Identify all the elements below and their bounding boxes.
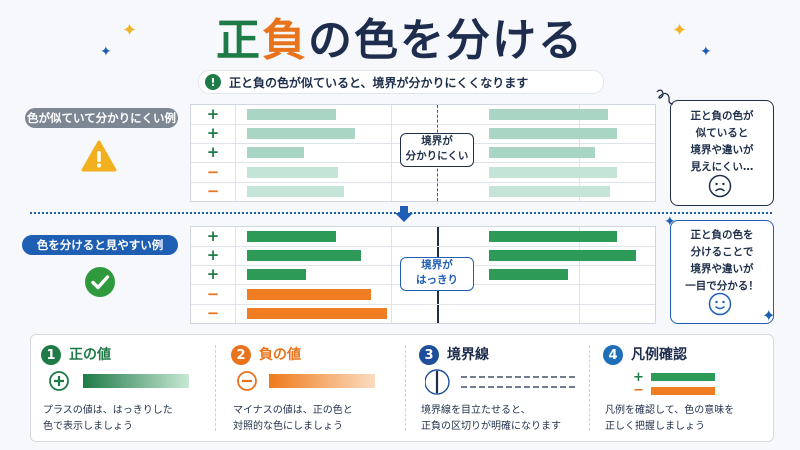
smile-face-icon bbox=[708, 292, 732, 316]
minus-sign: − bbox=[206, 303, 220, 322]
bar-left bbox=[247, 231, 337, 242]
subtitle-pill: ! 正と負の色が似ていると、境界が分かりにくくなります bbox=[198, 70, 604, 94]
bar-left bbox=[247, 128, 355, 140]
sparkle-icon: ✦ bbox=[664, 214, 676, 230]
sparkle-icon: ✦ bbox=[700, 44, 712, 60]
warning-icon bbox=[81, 140, 117, 172]
tip-positive: 1 正の値 プラスの値は、はっきりした 色で表示しましょう bbox=[31, 335, 211, 441]
plus-sign: + bbox=[206, 227, 220, 245]
bar-right bbox=[489, 269, 569, 281]
bar-right bbox=[489, 128, 617, 140]
tip-title: 境界線 bbox=[447, 347, 489, 363]
subtitle-text: 正と負の色が似ていると、境界が分かりにくくなります bbox=[229, 75, 529, 90]
plus-circle-icon bbox=[49, 371, 69, 391]
table-row: + bbox=[191, 105, 655, 125]
negative-gradient-swatch bbox=[269, 374, 375, 388]
tip-description: プラスの値は、はっきりした 色で表示しましょう bbox=[43, 405, 173, 432]
callout-good: 境界が はっきり bbox=[400, 257, 474, 291]
bar-left bbox=[247, 109, 337, 120]
bar-right bbox=[489, 250, 637, 262]
bar-left bbox=[247, 288, 371, 300]
bar-left bbox=[247, 307, 387, 319]
tip-negative: 2 負の値 マイナスの値は、正の色と 対照的な色にしましょう bbox=[221, 335, 401, 441]
bar-right bbox=[489, 185, 610, 197]
sparkle-icon: ✦ bbox=[762, 306, 776, 325]
tips-panel: 1 正の値 プラスの値は、はっきりした 色で表示しましょう 2 負の値 マイナスの… bbox=[30, 334, 774, 442]
check-icon bbox=[85, 267, 115, 297]
sparkle-icon: ✦ bbox=[100, 44, 112, 60]
minus-sign: − bbox=[206, 284, 220, 303]
table-row: − bbox=[191, 304, 655, 323]
minus-circle-icon bbox=[237, 371, 257, 391]
boundary-line-icon bbox=[425, 369, 575, 395]
tip-description: 境界線を目立たせると、 正負の区切りが明確になります bbox=[421, 405, 561, 432]
table-row: − bbox=[191, 285, 655, 305]
table-row: + bbox=[191, 227, 655, 247]
tip-title: 凡例確認 bbox=[631, 347, 687, 363]
legend-minus-sign: − bbox=[633, 383, 644, 398]
sparkle-icon: ✦ bbox=[672, 20, 688, 41]
good-note-box: 正と負の色を 分けることで 境界や違いが 一目で分かる！ bbox=[670, 220, 774, 324]
bar-left bbox=[247, 147, 304, 159]
bar-left bbox=[247, 269, 306, 281]
tip-title: 正の値 bbox=[69, 347, 111, 363]
bad-example-label: 色が似ていて分かりにくい例 bbox=[25, 108, 178, 128]
bar-left bbox=[247, 166, 339, 178]
tip-legend: 4 凡例確認 + − 凡例を確認して、色の意味を 正しく把握しましょう bbox=[593, 335, 769, 441]
sad-face-icon bbox=[708, 174, 732, 198]
minus-sign: − bbox=[206, 162, 220, 181]
good-example-label: 色を分けると見やすい例 bbox=[22, 235, 178, 255]
bar-right bbox=[489, 147, 595, 159]
minus-sign: − bbox=[206, 181, 220, 200]
tip-title: 負の値 bbox=[259, 347, 301, 363]
bar-right bbox=[489, 231, 617, 242]
tip-number: 2 bbox=[231, 345, 251, 365]
tip-boundary: 3 境界線 境界線を目立たせると、 正負の区切りが明確になります bbox=[409, 335, 589, 441]
bad-note-box: 正と負の色が 似ていると 境界や違いが 見えにくい… bbox=[670, 100, 774, 206]
legend-positive-swatch bbox=[651, 373, 715, 381]
table-row: − bbox=[191, 163, 655, 183]
plus-sign: + bbox=[206, 105, 220, 123]
legend-plus-sign: + bbox=[633, 370, 644, 385]
tip-number: 1 bbox=[41, 345, 61, 365]
alert-icon: ! bbox=[205, 74, 221, 90]
callout-bad: 境界が 分かりにくい bbox=[400, 133, 474, 167]
scribble-icon bbox=[656, 89, 674, 105]
plus-sign: + bbox=[206, 246, 220, 265]
plus-sign: + bbox=[206, 124, 220, 143]
tip-number: 4 bbox=[603, 345, 623, 365]
bar-left bbox=[247, 185, 345, 197]
bar-left bbox=[247, 250, 361, 262]
tip-number: 3 bbox=[419, 345, 439, 365]
bar-right bbox=[489, 166, 617, 178]
bar-right bbox=[489, 109, 608, 120]
legend-negative-swatch bbox=[651, 387, 715, 395]
positive-gradient-swatch bbox=[83, 374, 189, 388]
table-row: − bbox=[191, 182, 655, 201]
sparkle-icon: ✦ bbox=[122, 20, 138, 41]
tip-description: マイナスの値は、正の色と 対照的な色にしましょう bbox=[233, 405, 353, 432]
plus-sign: + bbox=[206, 265, 220, 284]
tip-description: 凡例を確認して、色の意味を 正しく把握しましょう bbox=[605, 405, 735, 432]
good-example-table: + + + − − bbox=[190, 226, 656, 324]
arrow-down-icon bbox=[395, 206, 413, 222]
plus-sign: + bbox=[206, 143, 220, 162]
page-title: 正負の色を分ける bbox=[216, 15, 584, 66]
